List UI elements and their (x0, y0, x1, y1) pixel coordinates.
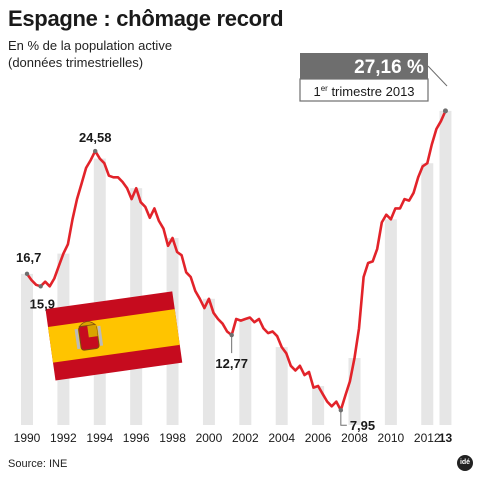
x-tick-label: 1992 (50, 431, 77, 445)
background-bar (384, 219, 397, 425)
unemployment-series-line (25, 109, 447, 412)
annotation-label: 12,77 (215, 356, 248, 371)
x-tick-label: 2004 (268, 431, 295, 445)
background-bar (421, 163, 434, 426)
callout-value: 27,16 % (354, 57, 424, 78)
annotation-label: 16,7 (16, 250, 41, 265)
spain-flag-icon (45, 291, 183, 381)
x-tick-label: 2012 (414, 431, 441, 445)
page-title: Espagne : chômage record (8, 6, 284, 31)
subtitle-line-2: (données trimestrielles) (8, 55, 144, 70)
background-bar (21, 273, 33, 425)
callout-label-sup: er (321, 84, 328, 93)
background-bar (312, 386, 325, 425)
background-bar (275, 347, 288, 425)
latest-value-callout: 27,16 % 1er trimestre 2013 (299, 53, 448, 102)
x-tick-label: 2000 (196, 431, 223, 445)
x-tick-label: 2006 (305, 431, 332, 445)
x-tick-label: 1990 (14, 431, 41, 445)
background-bar (239, 319, 252, 425)
annotation-leader-line (340, 410, 347, 426)
callout-label-pre: 1 (313, 84, 320, 99)
publisher-logo: idé (457, 455, 473, 471)
flag-stripe-middle (48, 309, 180, 363)
data-point-marker (338, 407, 344, 413)
x-axis-tick-labels: 1990 1992 1994 1996 1998 2000 2002 2004 2006 2008… (14, 431, 453, 445)
background-bar (348, 358, 361, 425)
callout-label-box (299, 78, 429, 102)
background-bar (93, 158, 106, 425)
data-point-marker (442, 108, 448, 114)
x-tick-label: 2008 (341, 431, 368, 445)
data-annotations: 16,7 15,9 24,58 12,77 7,95 (16, 130, 375, 433)
x-tick-label: 13 (439, 431, 453, 445)
callout-value-box (300, 53, 428, 79)
x-tick-label: 1998 (159, 431, 186, 445)
x-tick-label: 1996 (123, 431, 150, 445)
background-bar (439, 110, 452, 426)
data-point-marker (38, 284, 43, 289)
background-bar (202, 298, 215, 425)
x-tick-label: 2002 (232, 431, 259, 445)
source-note: Source: INE (8, 458, 68, 470)
background-bars (21, 110, 452, 426)
x-tick-label: 1994 (86, 431, 113, 445)
coat-of-arms-icon (74, 321, 104, 351)
x-tick-label: 2010 (378, 431, 405, 445)
callout-label: 1er trimestre 2013 (313, 84, 414, 99)
data-point-marker (93, 148, 98, 154)
subtitle-line-1: En % de la population active (8, 38, 173, 53)
annotation-label: 24,58 (79, 130, 112, 145)
data-point-marker (24, 271, 30, 277)
callout-label-post: trimestre 2013 (328, 84, 415, 99)
annotation-label: 7,95 (350, 418, 375, 433)
callout-leader-line (427, 65, 448, 87)
annotation-label: 15,9 (30, 296, 55, 311)
